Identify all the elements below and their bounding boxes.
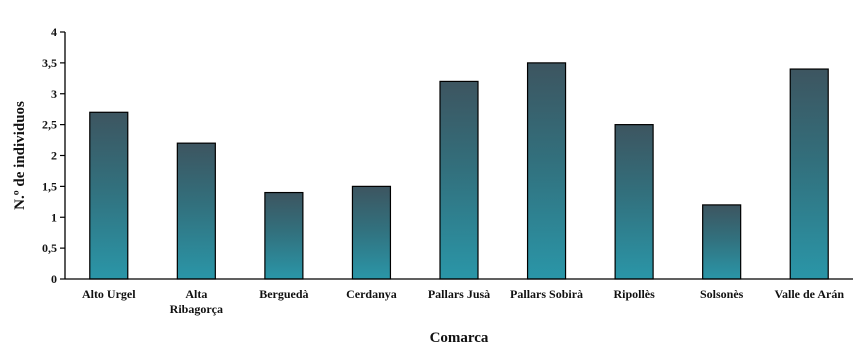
x-tick-label: Cerdanya bbox=[346, 287, 397, 301]
y-tick-label: 1,5 bbox=[42, 179, 57, 193]
x-tick-label: Valle de Arán bbox=[774, 287, 844, 301]
y-tick-label: 1 bbox=[51, 210, 57, 224]
bar bbox=[789, 68, 829, 280]
bar bbox=[614, 124, 654, 280]
x-tick-label: Ripollès bbox=[613, 287, 655, 301]
bars bbox=[89, 62, 829, 280]
bar bbox=[702, 204, 742, 280]
bar bbox=[264, 191, 304, 280]
bar bbox=[351, 185, 392, 280]
x-tick-label: Alto Urgel bbox=[82, 287, 136, 301]
bar bbox=[89, 111, 129, 280]
x-tick-label: Alta Ribagorça bbox=[170, 287, 223, 316]
y-axis-ticks: 0 0,5 1 1,5 2 2,5 3 3,5 4 bbox=[42, 25, 65, 286]
y-tick-label: 2 bbox=[51, 149, 57, 163]
y-tick-label: 0 bbox=[51, 272, 57, 286]
bar bbox=[176, 142, 216, 280]
x-axis-labels: Alto Urgel Alta Ribagorça Berguedà Cerdanya P… bbox=[82, 287, 844, 316]
y-tick-label: 4 bbox=[51, 25, 57, 39]
y-axis-title: N.º de individuos bbox=[12, 101, 28, 210]
y-tick-label: 0,5 bbox=[42, 241, 57, 255]
x-tick-label: Pallars Sobirà bbox=[510, 287, 583, 301]
y-tick-label: 3,5 bbox=[42, 56, 57, 70]
y-tick-label: 3 bbox=[51, 87, 57, 101]
bar bbox=[439, 80, 479, 280]
x-tick-label: Berguedà bbox=[259, 287, 308, 301]
x-axis-title: Comarca bbox=[430, 330, 489, 346]
x-tick-label: Solsonès bbox=[700, 287, 744, 301]
x-tick-label: Pallars Jusà bbox=[428, 287, 490, 301]
bar bbox=[526, 62, 567, 280]
y-tick-label: 2,5 bbox=[42, 118, 57, 132]
